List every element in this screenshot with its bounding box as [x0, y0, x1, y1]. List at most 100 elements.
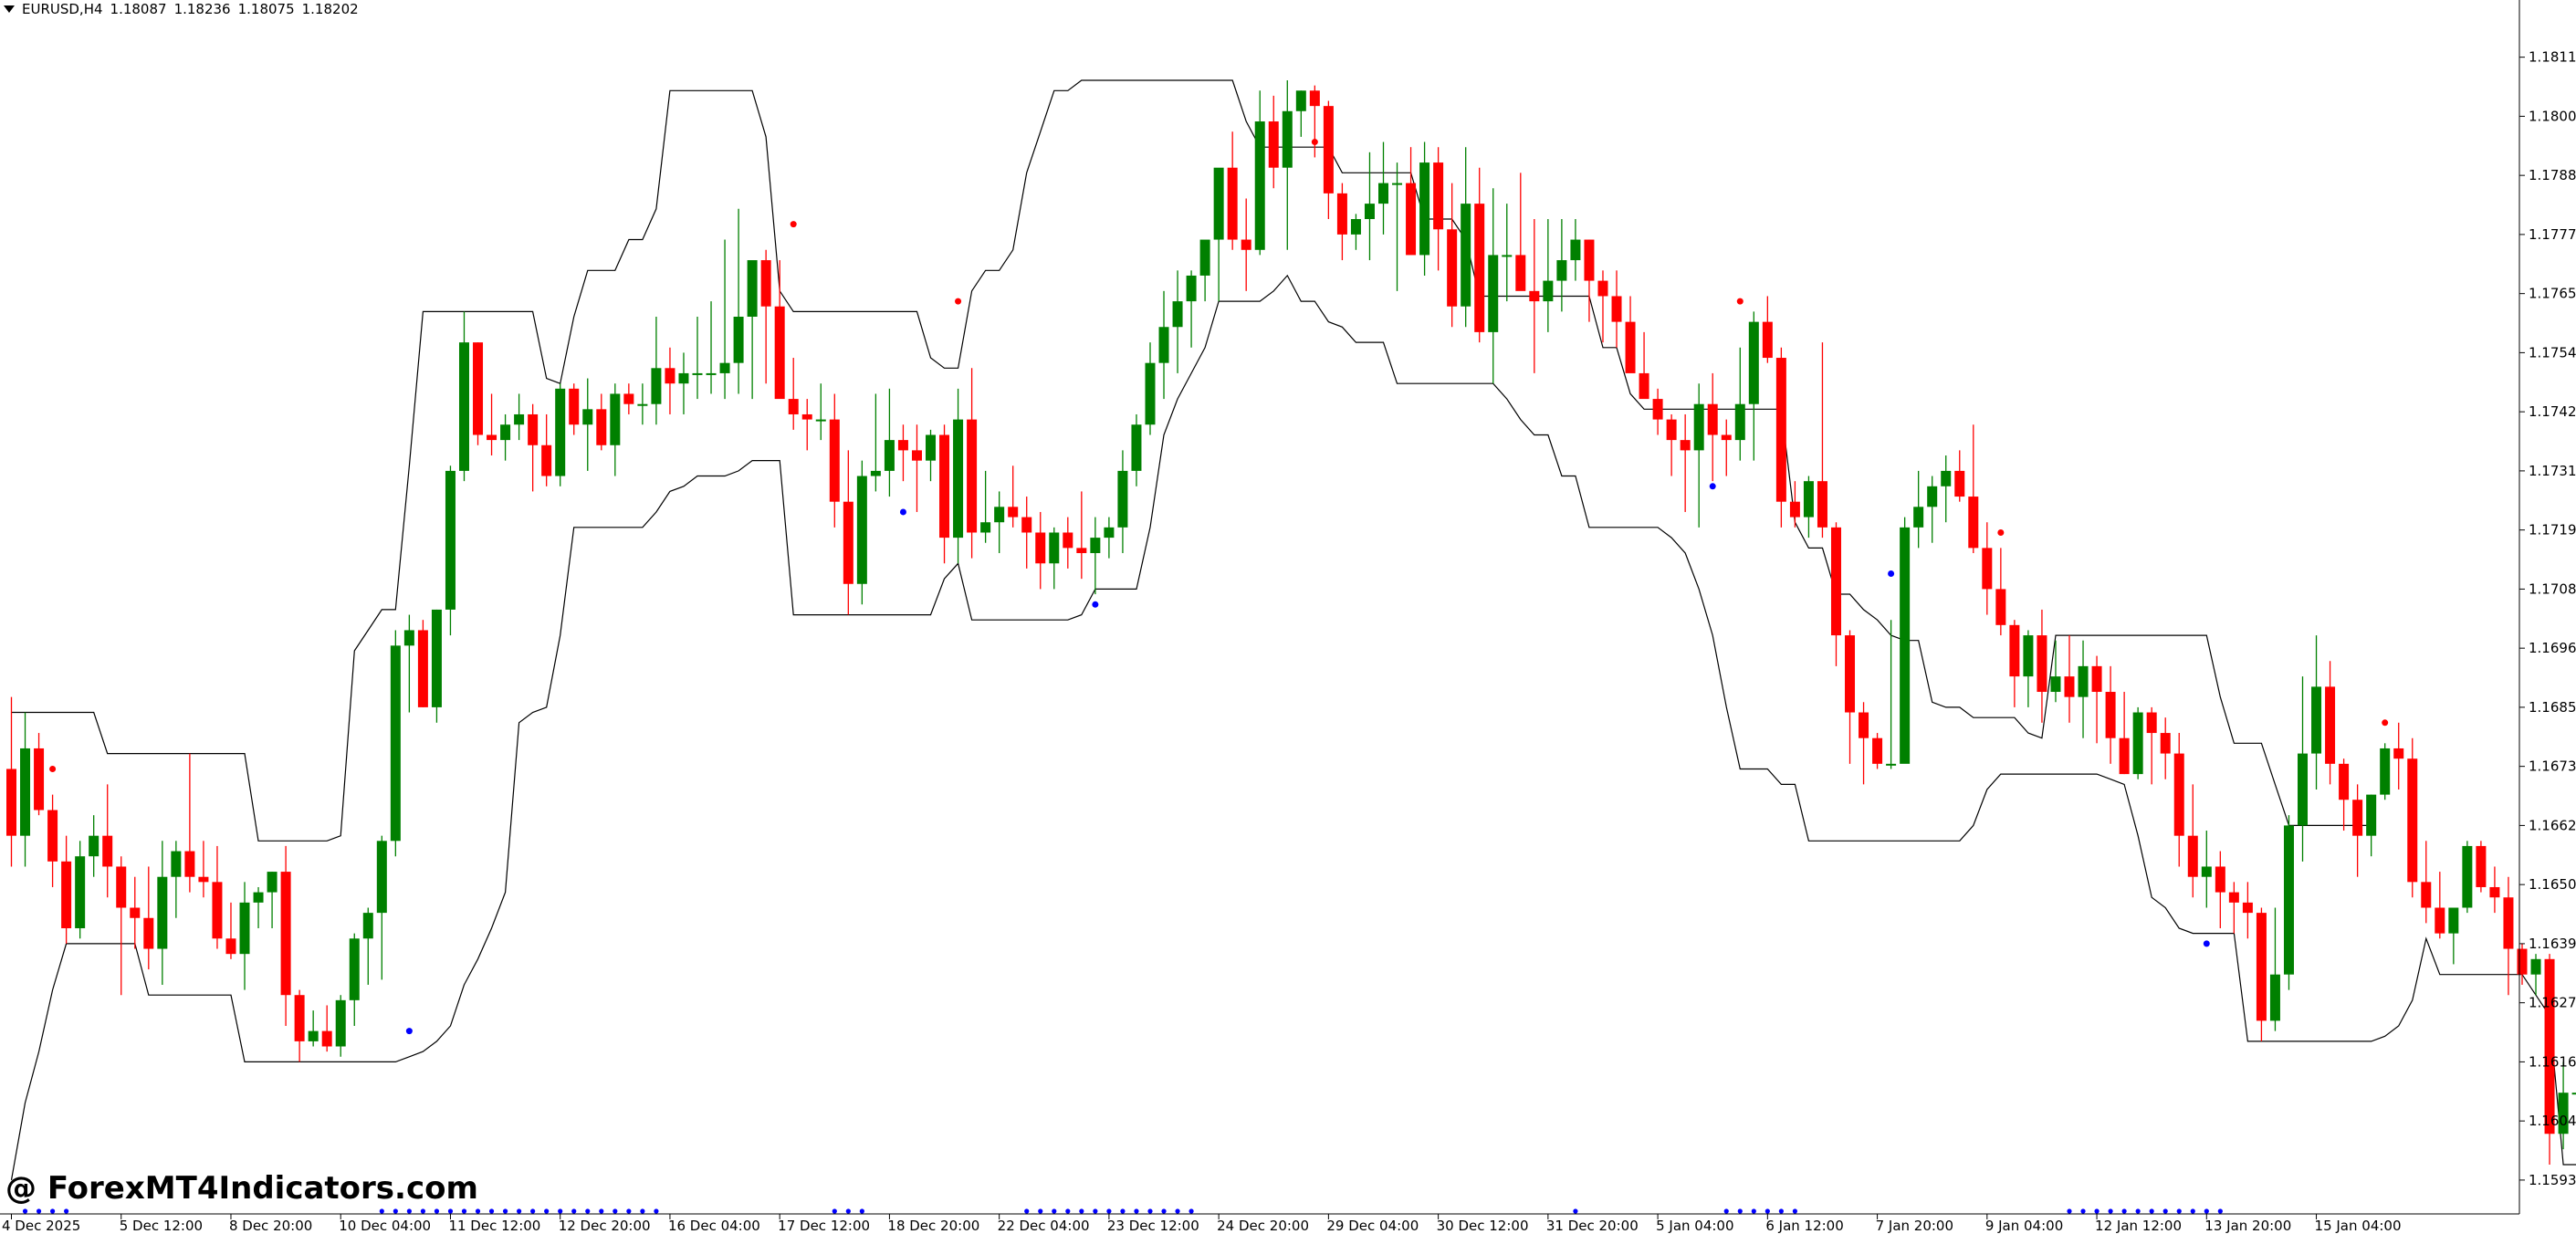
time-tick-label: 30 Dec 12:00 [1437, 1218, 1529, 1234]
candle-body [1611, 296, 1622, 322]
candle [1035, 511, 1046, 590]
bottom-marker-dot [2108, 1208, 2113, 1214]
candle [1982, 522, 1993, 615]
candle-body [1982, 548, 1993, 590]
candle-body [953, 419, 964, 539]
candle-body [1241, 239, 1251, 250]
candle [967, 368, 978, 559]
candle-body [1268, 121, 1279, 168]
candle [637, 383, 648, 425]
candle [939, 424, 950, 564]
candle [870, 393, 881, 492]
candle-body [678, 372, 689, 384]
candle-body [1707, 403, 1718, 435]
candle [1830, 522, 1841, 666]
price-tick-label: 1.16620 [2529, 817, 2576, 833]
sell-signal-dot [1997, 528, 2005, 536]
candle-body [280, 872, 291, 996]
candle-body [2078, 665, 2089, 697]
candle [1652, 388, 1663, 435]
time-tick-label: 5 Jan 04:00 [1656, 1218, 1733, 1234]
price-tick-label: 1.17885 [2529, 167, 2576, 183]
candle-body [6, 769, 16, 836]
candle-body [2023, 635, 2034, 677]
candle [239, 882, 250, 990]
collapse-triangle-icon[interactable] [4, 5, 15, 13]
candle-body [815, 419, 826, 422]
candle [102, 784, 113, 898]
candle [1913, 470, 1924, 549]
candle [2283, 815, 2294, 990]
candle-body [1364, 204, 1375, 220]
time-axis[interactable]: 4 Dec 2025 5 Dec 12:00 8 Dec 20:00 10 Dec 0… [0, 1213, 2519, 1234]
bottom-marker-dot [832, 1208, 837, 1214]
price-axis[interactable]: 1.18115 1.18000 1.17885 1.17770 1.17655 1.175… [2518, 0, 2576, 1214]
candle [445, 465, 456, 636]
candle-body [1597, 280, 1608, 297]
candle [34, 733, 45, 816]
candle-body [2160, 733, 2171, 754]
candle-body [569, 388, 580, 425]
bottom-marker-dot [1079, 1208, 1084, 1214]
candle [1268, 95, 1279, 189]
candle [2037, 609, 2047, 723]
candle-body [1543, 280, 1554, 302]
bottom-marker-dot [502, 1208, 508, 1214]
bottom-marker-dot [558, 1208, 563, 1214]
candle-body [1845, 635, 1856, 713]
candle-body [1254, 121, 1265, 250]
candle-body [349, 938, 360, 1000]
time-tick-label: 6 Jan 12:00 [1765, 1218, 1843, 1234]
candle [2393, 722, 2404, 790]
bottom-marker-dot [461, 1208, 467, 1214]
price-tick-label: 1.18115 [2529, 49, 2576, 66]
candle [1131, 413, 1142, 486]
candle-body [2037, 635, 2047, 693]
candle-body [1995, 589, 2006, 625]
candle [184, 753, 195, 893]
time-tick-label: 17 Dec 12:00 [778, 1218, 870, 1234]
bottom-marker-dot [585, 1208, 591, 1214]
candle [1775, 347, 1786, 528]
candle-body [390, 645, 401, 842]
candle [2078, 640, 2089, 738]
candle-body [445, 470, 456, 610]
candle-body [1447, 229, 1458, 307]
candle-body [651, 368, 662, 404]
candle [884, 388, 895, 497]
candle-body [2091, 665, 2102, 693]
candle-body [1968, 497, 1979, 549]
candle-body [61, 861, 72, 929]
candle-body [1076, 548, 1087, 553]
candle [417, 620, 428, 707]
candle [1597, 270, 1608, 343]
candle [774, 260, 785, 400]
bottom-marker-dot [1723, 1208, 1729, 1214]
sell-signal-dot [955, 298, 962, 305]
candle [1666, 413, 1677, 476]
candle [280, 845, 291, 1026]
sell-signal-dot [2382, 719, 2389, 727]
channel-upper-line [11, 79, 2372, 842]
candle [2339, 758, 2350, 831]
candle-body [2393, 748, 2404, 759]
candle-body [637, 403, 648, 406]
candle [1186, 270, 1197, 348]
bottom-marker-dot [1134, 1208, 1139, 1214]
candle [157, 841, 168, 985]
candle [1419, 141, 1430, 276]
candle-body [171, 851, 182, 877]
candle-body [1406, 183, 1417, 256]
candle [610, 383, 621, 476]
sell-signal-dot [1311, 139, 1318, 146]
candle-body [2215, 866, 2225, 893]
bottom-marker-dot [1189, 1208, 1194, 1214]
time-tick-label: 12 Jan 12:00 [2095, 1218, 2182, 1234]
candle [1721, 419, 1732, 476]
bottom-marker-dot [1751, 1208, 1756, 1214]
candle-body [1488, 255, 1499, 332]
candle [2530, 954, 2541, 996]
candle [514, 393, 525, 441]
